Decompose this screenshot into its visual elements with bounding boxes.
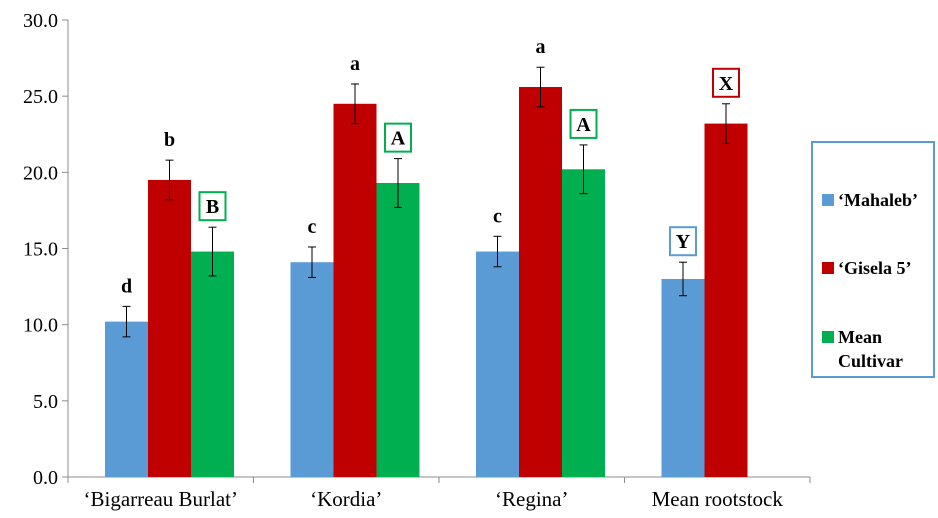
significance-letter: c [308,216,317,238]
legend-swatch [822,262,834,274]
y-tick-label: 30.0 [23,10,58,32]
significance-letter: X [719,73,734,95]
significance-letter: B [206,196,219,218]
bars [105,87,748,478]
legend-label: Mean [838,327,882,347]
legend-label: ‘Mahaleb’ [838,190,918,210]
legend: ‘Mahaleb’ ‘Gisela 5’ Mean Cultivar [811,141,935,378]
bar [562,169,605,477]
x-category-label: ‘Regina’ [495,487,568,511]
significance-letter: Y [676,231,691,253]
bar [661,278,705,477]
error-bars [122,66,730,338]
significance-letter: A [391,128,406,150]
y-tick-label: 5.0 [33,391,58,413]
y-tick-label: 25.0 [23,86,58,108]
legend-label: ‘Gisela 5’ [838,258,912,278]
bar [333,103,377,478]
bar [191,251,234,477]
x-category-label: Mean rootstock [652,487,784,511]
y-tick-label: 0.0 [33,467,58,489]
bar [704,123,748,477]
significance-letter: b [164,129,175,151]
y-tick-label: 20.0 [23,162,58,184]
significance-box [712,67,740,98]
significance-box [669,226,697,257]
significance-box [384,122,412,153]
significance-letter: c [493,205,502,227]
legend-swatch [822,331,834,343]
bar [148,179,191,477]
bar [376,182,420,477]
legend-label: Cultivar [838,351,903,371]
bar [105,321,148,477]
significance-letter: A [576,114,591,136]
legend-swatch [822,194,834,206]
bar [290,262,334,477]
bar [519,87,562,477]
significance-letter: a [350,53,360,75]
y-tick-label: 10.0 [23,315,58,337]
bar [476,251,519,477]
x-category-label: ‘Bigarreau Burlat’ [83,487,238,511]
significance-labels: d b Bc a Ac a A Y X [121,36,740,297]
significance-letter: d [121,275,132,297]
y-tick-label: 15.0 [23,239,58,261]
x-category-label: ‘Kordia’ [310,487,382,511]
significance-letter: a [536,36,546,58]
x-axis-labels: ‘Bigarreau Burlat’ ‘Kordia’ ‘Regina’ Mean r… [83,487,783,511]
significance-box [198,191,227,222]
significance-box [569,108,598,139]
